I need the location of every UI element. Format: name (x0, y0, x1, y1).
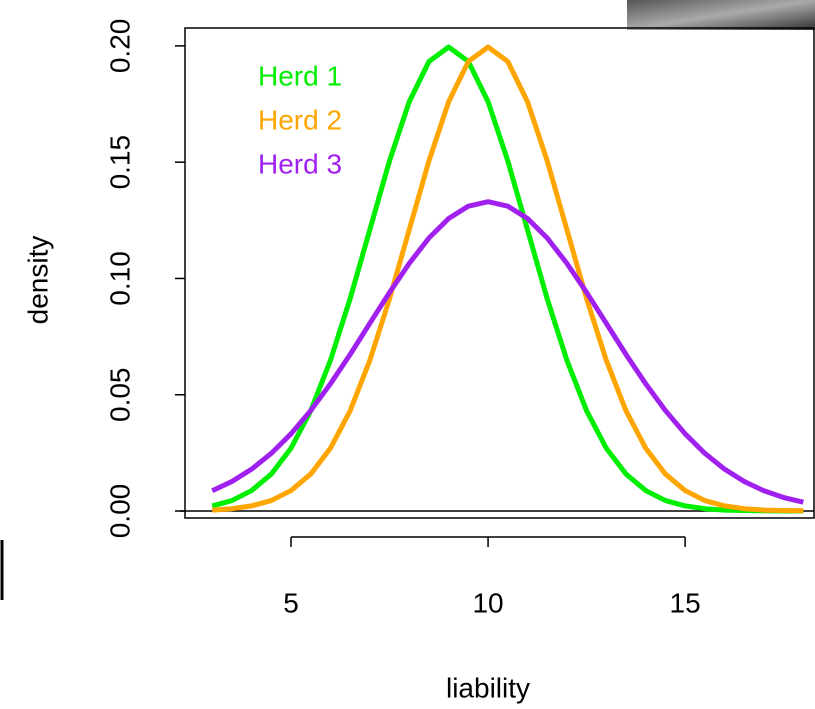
y-tick-label: 0.15 (104, 135, 135, 190)
x-tick-label: 10 (472, 587, 503, 618)
legend-label: Herd 2 (258, 104, 342, 135)
y-tick-label: 0.10 (104, 251, 135, 306)
density-line (211, 199, 804, 505)
x-tick-label: 5 (283, 587, 299, 618)
x-axis-label: liability (446, 672, 530, 703)
photo (627, 0, 815, 30)
plot-box (184, 27, 815, 519)
y-tick-label: 0.20 (104, 19, 135, 74)
y-tick-label: 0.00 (104, 484, 135, 539)
legend-label: Herd 3 (258, 148, 342, 179)
legend-label: Herd 1 (258, 60, 342, 91)
density-line (212, 44, 804, 514)
y-tick-label: 0.05 (104, 367, 135, 422)
x-tick-label: 15 (670, 587, 701, 618)
y-axis-label: density (22, 236, 53, 325)
